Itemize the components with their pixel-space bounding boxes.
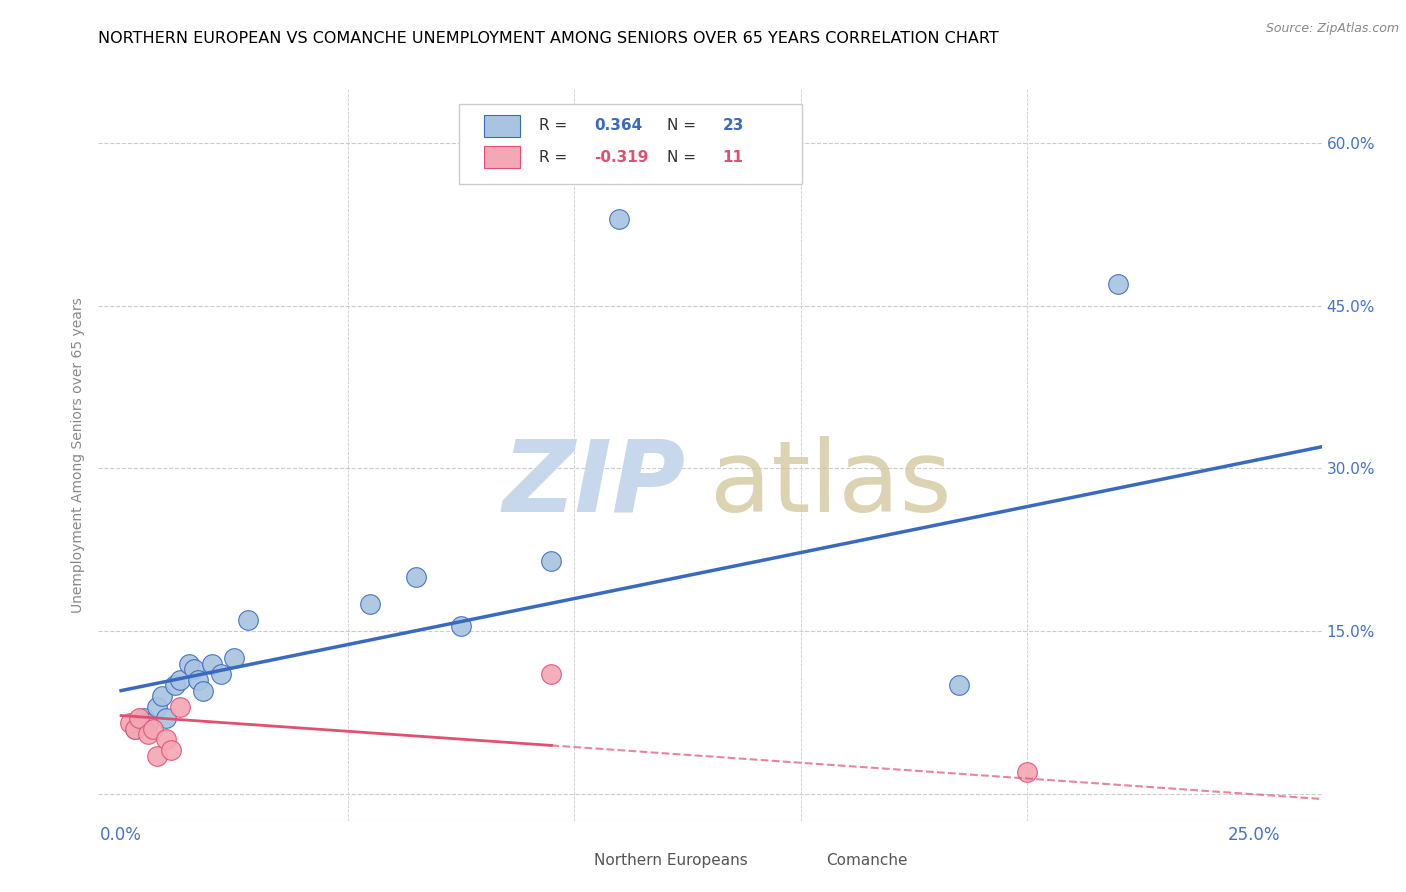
Point <box>124 722 146 736</box>
Point <box>132 711 155 725</box>
Point <box>160 743 183 757</box>
Text: Comanche: Comanche <box>827 854 908 869</box>
Text: ZIP: ZIP <box>502 435 686 533</box>
Point <box>948 678 970 692</box>
Point <box>187 673 209 687</box>
Text: 0.364: 0.364 <box>593 119 643 133</box>
FancyBboxPatch shape <box>557 854 583 870</box>
Point <box>609 212 631 227</box>
Text: 11: 11 <box>723 150 744 165</box>
Point <box>146 748 169 763</box>
Point <box>540 553 562 567</box>
Point <box>1107 277 1129 292</box>
Point <box>146 699 169 714</box>
Point <box>405 570 427 584</box>
Point <box>224 651 246 665</box>
Point <box>150 689 173 703</box>
FancyBboxPatch shape <box>460 103 801 185</box>
Point <box>165 678 187 692</box>
Point <box>450 618 472 632</box>
Point <box>177 657 200 671</box>
Point <box>540 667 562 681</box>
Point <box>128 711 150 725</box>
Text: Source: ZipAtlas.com: Source: ZipAtlas.com <box>1265 22 1399 36</box>
Y-axis label: Unemployment Among Seniors over 65 years: Unemployment Among Seniors over 65 years <box>72 297 86 613</box>
Text: Northern Europeans: Northern Europeans <box>593 854 748 869</box>
Text: -0.319: -0.319 <box>593 150 648 165</box>
Point <box>201 657 224 671</box>
Point <box>169 699 191 714</box>
Point <box>155 732 177 747</box>
Point <box>1017 764 1039 779</box>
FancyBboxPatch shape <box>790 854 817 870</box>
Text: NORTHERN EUROPEAN VS COMANCHE UNEMPLOYMENT AMONG SENIORS OVER 65 YEARS CORRELATI: NORTHERN EUROPEAN VS COMANCHE UNEMPLOYME… <box>98 31 1000 46</box>
Point <box>169 673 191 687</box>
Point <box>155 711 177 725</box>
Point <box>120 716 142 731</box>
Text: R =: R = <box>538 150 572 165</box>
Text: atlas: atlas <box>710 435 952 533</box>
Text: N =: N = <box>668 150 702 165</box>
Point <box>183 662 205 676</box>
Text: 23: 23 <box>723 119 744 133</box>
Point <box>136 727 159 741</box>
Point <box>142 722 165 736</box>
Text: N =: N = <box>668 119 702 133</box>
FancyBboxPatch shape <box>484 146 520 169</box>
Point <box>359 597 381 611</box>
Point <box>124 722 146 736</box>
Point <box>136 716 159 731</box>
Text: R =: R = <box>538 119 572 133</box>
Point <box>191 683 214 698</box>
Point <box>236 613 259 627</box>
Point <box>209 667 232 681</box>
FancyBboxPatch shape <box>484 115 520 136</box>
